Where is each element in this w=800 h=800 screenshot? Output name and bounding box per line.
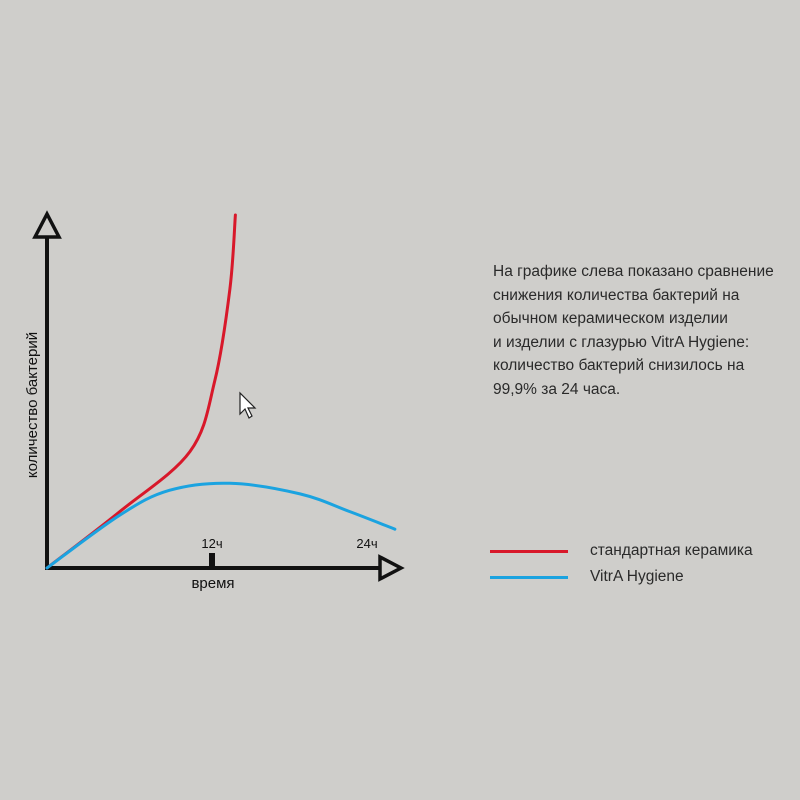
description-line: количество бактерий снизилось на [493, 357, 745, 374]
description-line: и изделии с глазурью VitrA Hygiene: [493, 333, 750, 351]
x-tick-label: 24ч [356, 536, 377, 551]
x-tick-mark [209, 553, 215, 568]
legend-item-standard: стандартная керамика [490, 538, 753, 564]
series-line-0 [45, 213, 237, 570]
legend: стандартная керамика VitrA Hygiene [490, 538, 753, 590]
x-axis-arrow [378, 554, 405, 582]
description-line: обычном керамическом изделии [493, 310, 728, 327]
legend-label: VitrA Hygiene [590, 568, 684, 585]
legend-label: стандартная керамика [590, 542, 753, 559]
description-line: На графике слева показано сравнение [493, 263, 774, 280]
x-axis-label: время [191, 575, 234, 592]
x-tick-label: 12ч [201, 536, 222, 551]
legend-swatch [490, 549, 568, 553]
series-line-1 [45, 481, 397, 570]
description-line: снижения количества бактерий на [493, 286, 740, 304]
legend-swatch [490, 575, 568, 579]
mouse-pointer-icon [239, 391, 257, 419]
legend-item-vitra: VitrA Hygiene [490, 564, 753, 590]
description-text: На графике слева показано сравнение сниж… [493, 260, 793, 401]
y-axis-label: количество бактерий [24, 332, 41, 478]
description-line: 99,9% за 24 часа. [493, 380, 621, 398]
y-axis-arrow [32, 210, 62, 239]
